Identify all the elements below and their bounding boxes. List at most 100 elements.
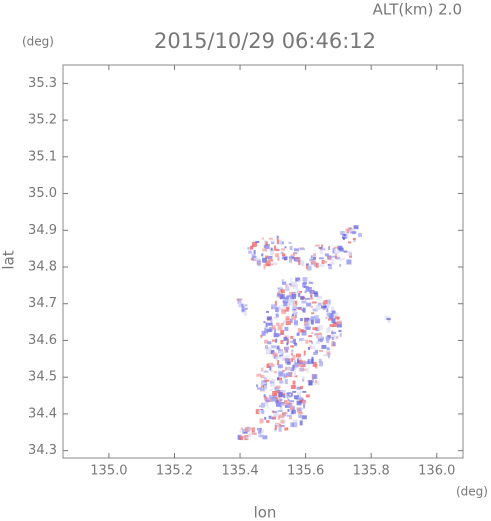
echo-cell (287, 399, 290, 402)
echo-cell (298, 414, 303, 418)
echo-cell (308, 381, 313, 386)
echo-cell (281, 253, 285, 257)
x-tick-label: 135.0 (90, 464, 127, 479)
echo-cell (268, 237, 273, 240)
echo-cell (343, 250, 348, 253)
echo-cell (268, 394, 272, 399)
echo-cell (297, 291, 303, 293)
echo-cell (328, 266, 333, 270)
echo-cell (301, 300, 307, 304)
echo-cell (353, 239, 356, 242)
echo-cell (276, 239, 282, 245)
echo-cell (314, 318, 320, 324)
echo-cell (315, 244, 320, 247)
echo-cell (296, 386, 302, 390)
echo-cell (292, 310, 297, 314)
echo-cell (284, 400, 288, 403)
echo-cell (294, 320, 298, 326)
echo-cell (267, 406, 270, 409)
echo-cell (289, 246, 293, 250)
echo-cell (260, 375, 265, 379)
echo-cell (353, 225, 359, 230)
echo-cell (285, 315, 290, 319)
echo-cell (276, 390, 279, 394)
echo-cell (276, 235, 279, 239)
echo-cell (270, 247, 273, 251)
echo-cell (299, 292, 302, 295)
echo-cell (284, 296, 289, 300)
echo-cell (268, 327, 273, 332)
echo-cell (276, 333, 281, 337)
echo-cell (277, 360, 280, 365)
echo-cell (323, 305, 327, 308)
echo-cell (305, 339, 309, 344)
echo-cell (314, 315, 319, 319)
echo-cell (275, 307, 277, 312)
echo-cell (260, 402, 265, 408)
echo-cell (264, 385, 267, 391)
echo-cell (265, 345, 268, 350)
echo-cell (328, 246, 331, 251)
echo-cell (329, 313, 334, 318)
echo-cell (280, 419, 285, 424)
echo-cell (299, 398, 303, 403)
echo-cell (328, 256, 332, 261)
echo-cell (278, 392, 283, 398)
echo-cell (310, 255, 313, 259)
echo-cell (271, 345, 276, 349)
x-axis-label: lon (254, 504, 277, 521)
echo-field (236, 225, 391, 441)
echo-cell (306, 264, 309, 270)
echo-cell (288, 295, 293, 298)
echo-cell (284, 309, 289, 312)
echo-cell (277, 258, 280, 261)
echo-cell (255, 409, 260, 415)
echo-cell (313, 264, 317, 267)
echo-cell (309, 297, 314, 300)
echo-cell (270, 250, 275, 255)
echo-cell (339, 259, 342, 262)
echo-cell (280, 289, 285, 294)
echo-cell (279, 405, 282, 409)
echo-cell (306, 361, 311, 365)
echo-cell (314, 333, 317, 336)
echo-cell (358, 233, 362, 238)
echo-cell (275, 249, 280, 251)
echo-cell (292, 390, 297, 393)
echo-cell (305, 394, 310, 398)
echo-cell (289, 291, 295, 296)
echo-cell (263, 394, 266, 398)
echo-cell (276, 399, 282, 402)
echo-cell (290, 345, 295, 348)
echo-cell (270, 370, 274, 373)
echo-cell (290, 335, 294, 339)
echo-cell (281, 310, 287, 315)
echo-cell (301, 263, 305, 267)
echo-cell (267, 398, 272, 402)
echo-cell (242, 431, 248, 434)
echo-cell (285, 317, 290, 321)
echo-cell (301, 360, 304, 364)
echo-cell (284, 257, 287, 260)
echo-cell (275, 338, 278, 343)
echo-cell (278, 290, 280, 293)
echo-cell (282, 393, 286, 396)
echo-cell (301, 368, 307, 371)
echo-cell (265, 397, 270, 402)
echo-cell (331, 306, 335, 312)
echo-cell (294, 395, 299, 400)
echo-cell (317, 302, 322, 306)
echo-cell (308, 320, 313, 324)
echo-cell (322, 261, 328, 264)
echo-cell (311, 260, 316, 265)
echo-cell (270, 396, 275, 402)
echo-cell (270, 240, 276, 243)
echo-cell (272, 352, 278, 357)
echo-cell (303, 403, 306, 409)
echo-cell (276, 345, 280, 350)
y-tick-label: 34.5 (28, 370, 57, 385)
echo-cell (331, 255, 336, 258)
echo-cell (312, 291, 318, 295)
echo-cell (260, 334, 263, 338)
echo-cell (250, 427, 256, 431)
